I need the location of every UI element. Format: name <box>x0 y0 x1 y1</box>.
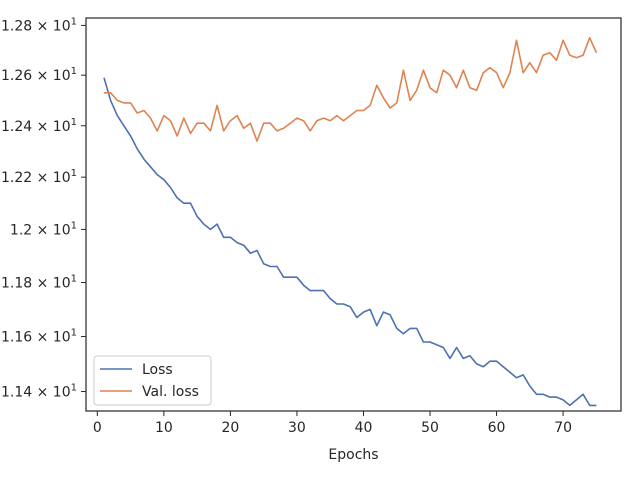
y-tick-label: 1.26 × 101 <box>1 66 77 84</box>
y-tick-label: 1.16 × 101 <box>1 328 77 346</box>
x-tick-label: 0 <box>93 420 102 436</box>
y-tick-label: 1.18 × 101 <box>1 274 77 292</box>
plot-frame <box>85 17 622 412</box>
y-axis: 1.14 × 101 1.16 × 101 1.18 × 101 1.2 × 101 1… <box>1 16 86 401</box>
series-line-val-loss <box>104 36 598 142</box>
x-tick-label: 50 <box>421 420 439 436</box>
legend-label-val-loss: Val. loss <box>142 384 199 400</box>
y-tick-label: 1.22 × 101 <box>1 168 77 186</box>
x-axis-label: Epochs <box>328 447 378 463</box>
legend: Loss Val. loss <box>93 355 212 406</box>
plot-lines <box>103 36 598 407</box>
y-tick-label: 1.28 × 101 <box>1 16 77 34</box>
y-tick-label: 1.24 × 101 <box>1 117 77 135</box>
x-axis: 0 10 20 30 40 50 60 70 <box>93 411 572 436</box>
y-tick-label: 1.14 × 101 <box>1 383 77 401</box>
legend-label-loss: Loss <box>142 362 173 378</box>
x-tick-label: 60 <box>488 420 506 436</box>
series-line-loss <box>103 77 597 407</box>
x-tick-label: 40 <box>355 420 373 436</box>
x-tick-label: 20 <box>221 420 239 436</box>
x-tick-label: 30 <box>288 420 306 436</box>
x-tick-label: 70 <box>554 420 572 436</box>
x-tick-label: 10 <box>155 420 173 436</box>
y-tick-label: 1.2 × 101 <box>10 220 77 238</box>
